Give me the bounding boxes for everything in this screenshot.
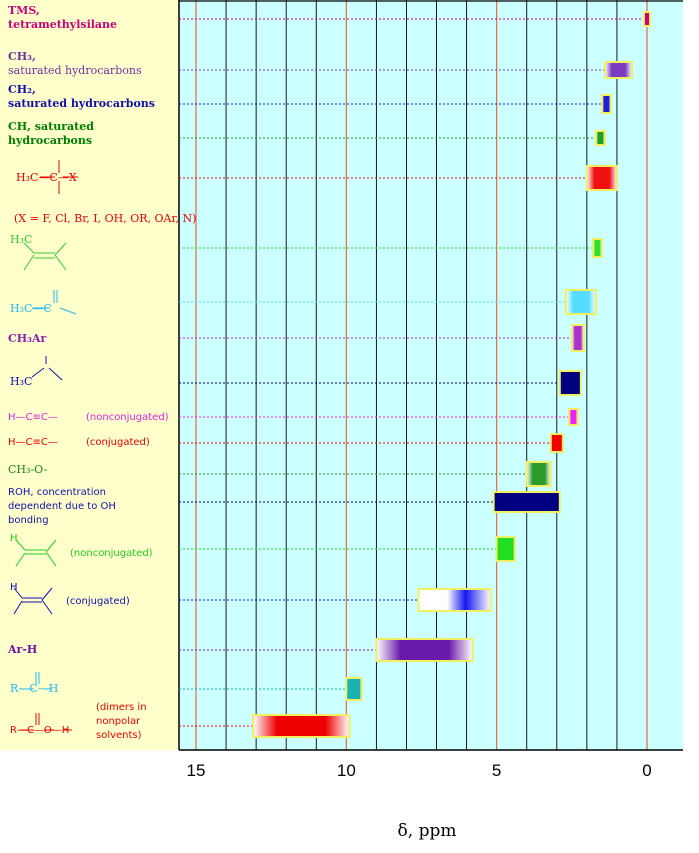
methyl-halide-structure-icon [40,160,78,194]
amine-methyl-structure-icon [31,356,63,381]
aldehyde-structure-icon [20,672,52,690]
shift-range-bar [549,433,564,453]
row-label: nonpolar [96,716,141,727]
vinyl-h-conj-structure-icon [13,587,53,615]
row-label: CH₃Ar [8,332,47,345]
shift-range-bar [567,408,579,426]
row-label: (conjugated) [86,437,150,448]
x-tick-label: 10 [337,761,356,780]
row-label: tetramethylsilane [8,18,117,31]
shift-range-bar [525,461,552,487]
row-label: H—C≡C— [8,412,58,423]
row-label: saturated hydrocarbons [8,97,155,110]
plot-area [179,0,683,750]
row-label: solvents) [96,730,142,741]
x-tick-label: 5 [492,761,501,780]
row-label: CH₃, [8,50,36,63]
x-tick-label: 0 [642,761,651,780]
shift-range-bar [603,61,633,79]
shift-range-bar [345,677,363,701]
row-label: (X = F, Cl, Br, I, OH, OR, OAr, N) [14,212,196,225]
shift-range-bar [492,491,561,513]
row-label: ROH, concentration [8,487,106,498]
row-label: Ar-H [7,643,37,656]
x-tick-label: 15 [187,761,206,780]
shift-range-bar [585,165,618,191]
vinyl-h-nonconj-structure-icon [15,539,57,567]
shift-range-bar [594,130,606,146]
shift-range-bar [600,94,612,114]
shift-range-bar [558,370,582,396]
row-label: H—C≡C— [8,437,58,448]
row-label: CH₂, [8,83,36,96]
row-label: TMS, [8,4,40,17]
x-axis-label: δ, ppm [398,821,457,841]
shift-range-bar [417,588,492,612]
shift-range-bar [564,289,597,315]
shift-range-bar [252,714,351,738]
row-label: H₃C [10,233,32,246]
row-label: (dimers in [96,702,147,713]
row-label: CH₃-O- [8,463,48,476]
row-label: H [10,533,18,544]
alkene-methyl-structure-icon [23,242,67,271]
row-label: R—C—O—H [10,725,69,736]
shift-range-bar [591,238,603,258]
shift-range-bar [495,536,516,562]
row-label: (nonconjugated) [70,548,153,559]
row-label: (conjugated) [66,596,130,607]
shift-range-bar [570,324,585,352]
row-label: saturated hydrocarbons [8,64,142,77]
row-label: H₃C [10,375,32,388]
row-label: H [10,582,18,593]
row-label: H₃C—C [10,302,52,315]
row-label: bonding [8,515,49,526]
row-label: dependent due to OH [8,501,116,512]
shift-range-bar [375,638,474,662]
row-label: (nonconjugated) [86,412,169,423]
label-panel [0,0,179,750]
carbonyl-methyl-structure-icon [32,290,77,315]
carboxylic-acid-structure-icon [20,713,72,731]
shift-range-bar [642,11,652,27]
row-label: R—C—H [10,682,58,695]
row-label: hydrocarbons [8,134,92,147]
row-label: CH, saturated [8,120,94,133]
